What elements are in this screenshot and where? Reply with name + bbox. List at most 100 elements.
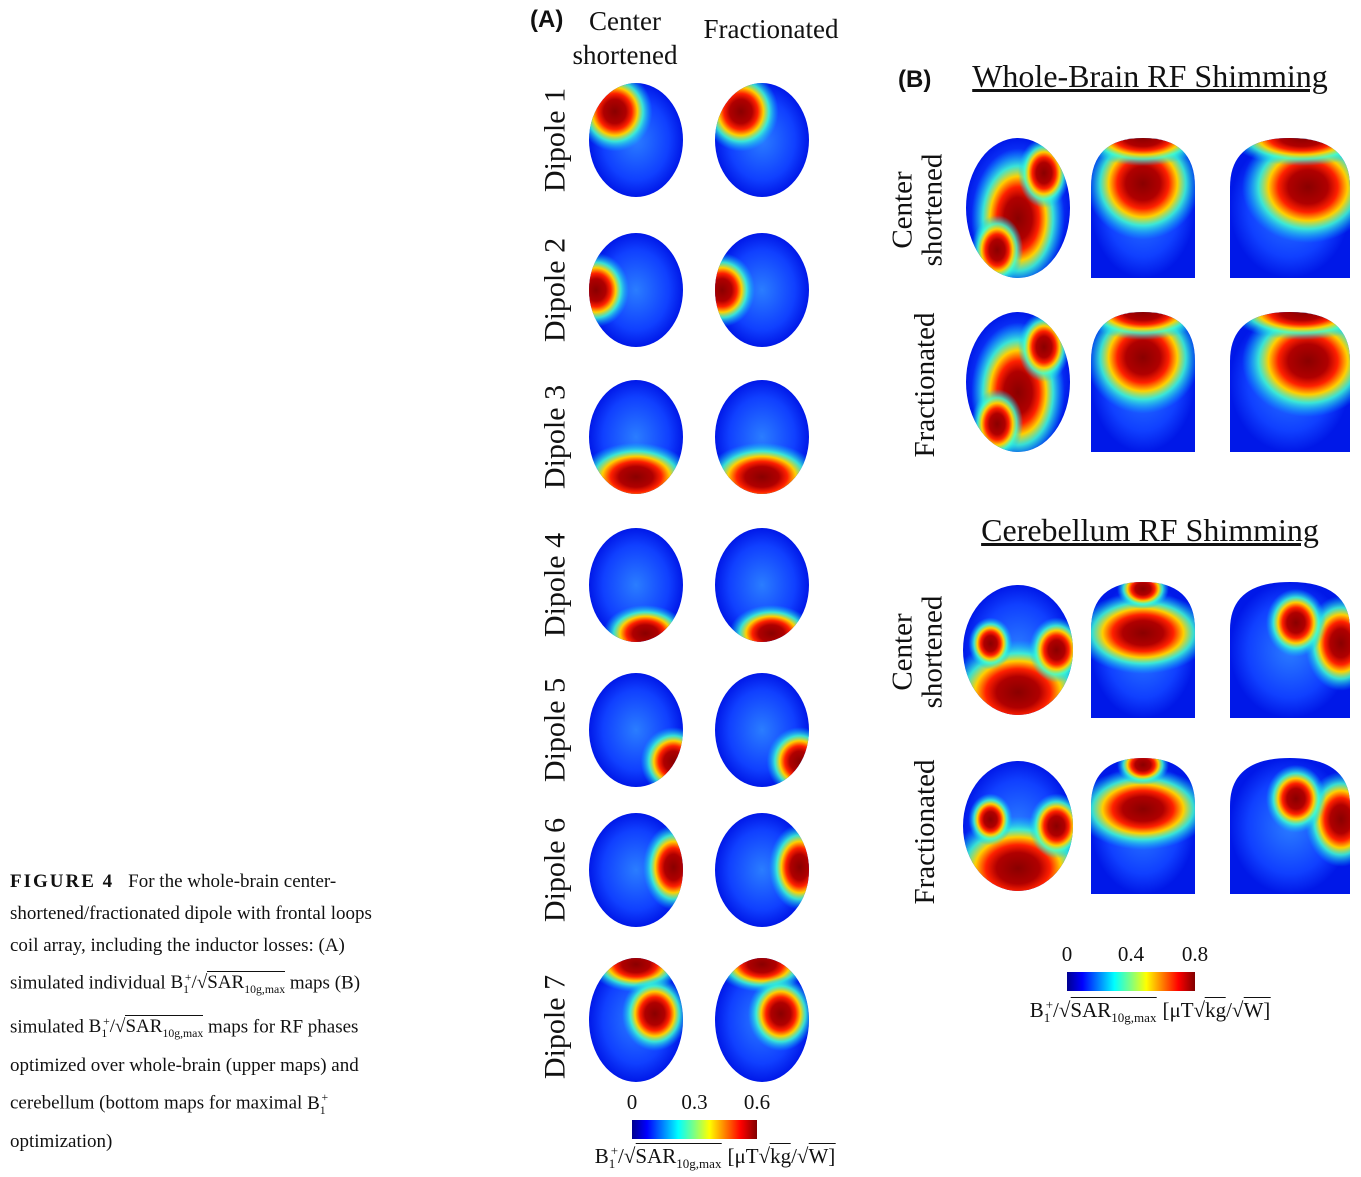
row-label-line: shortened <box>918 154 948 267</box>
hot-spot <box>969 794 1013 846</box>
hot-spot <box>622 977 688 1051</box>
colorbar-tick-label: 0.3 <box>681 1090 707 1115</box>
head-map <box>1075 568 1210 718</box>
panel-label: (A) <box>530 6 563 34</box>
symbol: SAR <box>207 972 244 993</box>
row-label: Dipole 7 <box>539 975 571 1079</box>
hot-spot <box>971 389 1023 459</box>
hot-spot <box>641 727 707 795</box>
subscript: 10g,max <box>1111 1010 1156 1025</box>
radicand: SAR10g,max <box>1070 997 1156 1022</box>
head-map <box>1230 284 1361 452</box>
subscript: 1 <box>609 1156 616 1171</box>
caption-text: optimization) <box>10 1131 112 1152</box>
head-map <box>589 528 688 662</box>
superscript: + <box>322 1091 329 1104</box>
radicand: SAR10g,max <box>125 1015 203 1037</box>
colorbar-tick-label: 0.4 <box>1118 942 1144 967</box>
head-map <box>589 936 688 1082</box>
hot-spot <box>706 443 819 511</box>
row-label: Dipole 4 <box>539 533 571 637</box>
hot-spot <box>769 824 830 910</box>
math: B1+/√SAR10g,max[μT√kg/√W] <box>1030 998 1271 1022</box>
math: B1+/√SAR10g,max[μT√kg/√W] <box>595 1144 836 1168</box>
hot-spot <box>580 443 693 511</box>
head-map <box>715 528 814 662</box>
row-label-line: Center <box>888 596 918 709</box>
superscript: + <box>103 1015 110 1028</box>
radical: √ <box>115 1016 125 1037</box>
radicand: SAR10g,max <box>635 1143 721 1168</box>
caption-label: FIGURE 4 <box>10 871 114 892</box>
colorbar-label: B1+/√SAR10g,max[μT√kg/√W] <box>1030 997 1271 1026</box>
head-map <box>966 312 1070 463</box>
symbol: B <box>307 1093 320 1114</box>
column-header: Fractionated <box>704 14 839 45</box>
hot-spot <box>603 605 688 662</box>
hot-spot <box>1266 589 1326 657</box>
colorbar-label: B1+/√SAR10g,max[μT√kg/√W] <box>595 1143 836 1172</box>
symbol: SAR <box>125 1016 162 1037</box>
unit: [μT <box>1162 998 1193 1022</box>
head-map <box>1075 744 1210 894</box>
colorbar-tick-label: 0 <box>1062 942 1073 967</box>
head-map <box>715 936 814 1082</box>
head-map <box>580 380 693 511</box>
row-label: Dipole 2 <box>539 238 571 342</box>
section-title: Whole-Brain RF Shimming <box>972 58 1328 95</box>
head-map <box>1230 110 1361 278</box>
hot-spot <box>767 727 833 795</box>
math: B1+ <box>307 1093 328 1114</box>
symbol: SAR <box>635 1144 676 1168</box>
colorbar-tick-label: 0 <box>627 1090 638 1115</box>
hot-spot <box>643 824 704 910</box>
colorbar <box>1067 972 1195 991</box>
hot-spot <box>1117 568 1169 609</box>
hot-spot <box>1018 312 1070 382</box>
row-label-line: Dipole 2 <box>539 238 571 342</box>
radical: √ <box>1194 998 1206 1022</box>
head-map <box>689 233 809 347</box>
panel-label: (B) <box>898 66 931 94</box>
head-map <box>1230 582 1361 718</box>
hot-spot <box>971 215 1023 285</box>
colorbar-tick-label: 0.8 <box>1182 942 1208 967</box>
head-map <box>563 233 683 347</box>
subscript: 1 <box>1044 1010 1051 1025</box>
column-header: Center shortened <box>573 4 678 72</box>
head-map <box>577 72 683 197</box>
hot-spot <box>1081 110 1206 166</box>
math: B1+/√SAR10g,max <box>89 1016 204 1037</box>
hot-spot <box>1081 284 1206 340</box>
head-map <box>1230 758 1361 894</box>
row-label-line: Dipole 6 <box>539 818 571 922</box>
row-label-line: Dipole 5 <box>539 678 571 782</box>
symbol: B <box>89 1016 102 1037</box>
symbol: B <box>170 972 183 993</box>
subscript: 1 <box>101 1027 107 1040</box>
radical: √ <box>1232 998 1244 1022</box>
unit: W] <box>1243 997 1270 1022</box>
hot-spot <box>748 977 814 1051</box>
row-label-line: Fractionated <box>910 313 940 458</box>
hot-spot <box>1018 138 1070 208</box>
row-label: Fractionated <box>910 313 940 458</box>
subscript: 10g,max <box>244 983 285 996</box>
row-label-line: Dipole 1 <box>539 88 571 192</box>
row-label-line: Dipole 4 <box>539 533 571 637</box>
hot-spot <box>729 605 814 662</box>
head-map <box>715 673 832 796</box>
colorbar-tick-label: 0.6 <box>744 1090 770 1115</box>
row-label-line: Center <box>888 154 918 267</box>
head-map <box>947 585 1090 744</box>
column-header-line: shortened <box>573 38 678 72</box>
hot-spot <box>1266 765 1326 833</box>
unit: [μT <box>727 1144 758 1168</box>
hot-spot <box>1029 794 1084 859</box>
hot-spot <box>1029 618 1084 683</box>
row-label-line: Dipole 7 <box>539 975 571 1079</box>
colorbar <box>632 1120 757 1139</box>
section-title: Cerebellum RF Shimming <box>981 512 1319 549</box>
radical: √ <box>197 972 207 993</box>
